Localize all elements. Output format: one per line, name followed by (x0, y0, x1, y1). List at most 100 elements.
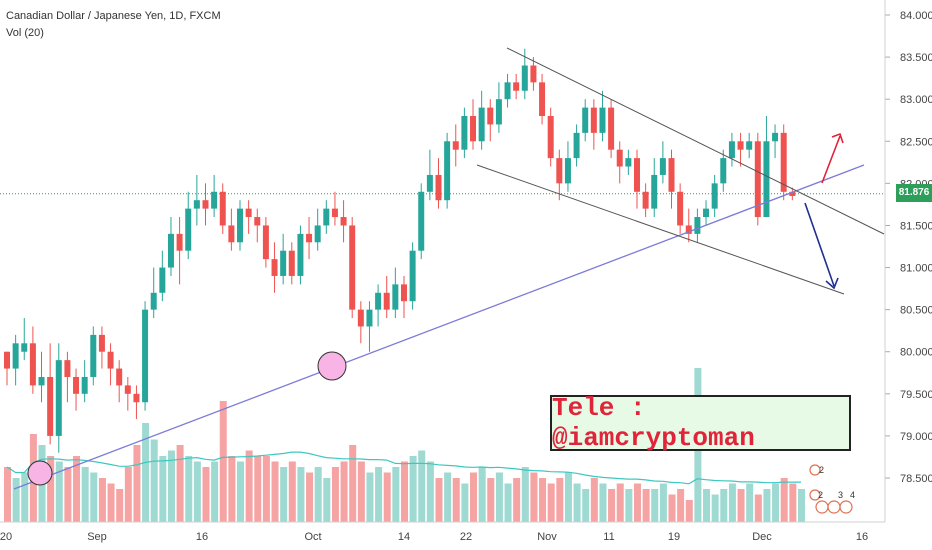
time-tick-label: Dec (752, 531, 772, 543)
price-tick-label: 84.000 (900, 10, 932, 22)
candle-body (142, 309, 149, 403)
volume-bar (323, 478, 331, 522)
volume-bar (556, 478, 564, 522)
candle-body (564, 158, 571, 184)
candle-body (444, 141, 451, 201)
candle-body (400, 284, 407, 302)
volume-bar (133, 445, 141, 522)
volume-bar (55, 461, 63, 522)
volume-bar (668, 494, 676, 522)
candle-body (504, 82, 511, 100)
candle-body (47, 376, 54, 436)
volume-bar (521, 467, 529, 522)
time-tick-label: 20 (0, 531, 12, 543)
volume-bar (703, 489, 711, 522)
candle-body (582, 107, 589, 133)
time-tick-label: 14 (398, 531, 410, 543)
candle-body (754, 141, 761, 218)
last-price-tag: 81.876 (896, 184, 932, 202)
time-axis[interactable]: 20 Sep 16 Oct 14 22 Nov 11 19 Dec 16 (0, 531, 868, 543)
candle-body (262, 225, 269, 260)
volume-bar (495, 472, 503, 522)
price-tick-label: 81.500 (900, 220, 932, 232)
price-axis[interactable]: 84.00083.50083.00082.50082.00081.50081.0… (885, 10, 932, 485)
volume-bar (418, 450, 426, 522)
candle-body (297, 233, 304, 276)
candle-body (392, 284, 399, 310)
candle-body (789, 191, 796, 196)
symbol-title[interactable]: Canadian Dollar / Japanese Yen, 1D, FXCM (6, 10, 221, 22)
price-tick-label: 83.500 (900, 52, 932, 64)
volume-bar (392, 467, 400, 522)
volume-bar (366, 472, 374, 522)
volume-bar (297, 467, 305, 522)
candle-body (608, 107, 615, 150)
volume-bar (340, 461, 348, 522)
candle-body (539, 82, 546, 117)
candle-body (185, 208, 192, 251)
candle-body (90, 334, 97, 377)
candle-body (193, 200, 200, 209)
candle-body (513, 82, 520, 91)
candle-body (271, 259, 278, 276)
volume-bar (383, 472, 391, 522)
candle-body (73, 376, 80, 394)
volume-indicator-label[interactable]: Vol (20) (6, 27, 44, 39)
candle-body (651, 174, 658, 209)
volume-bar (12, 478, 20, 522)
volume-bar (564, 472, 572, 522)
volume-moving-average (6, 451, 801, 485)
volume-bar (728, 483, 736, 522)
support-trendline (13, 164, 865, 490)
volume-bar (262, 456, 270, 522)
svg-text:4: 4 (850, 490, 855, 500)
volume-bar (711, 494, 719, 522)
volume-bar (159, 456, 167, 522)
volume-bar (81, 467, 89, 522)
candle-body (237, 208, 244, 243)
volume-bar (124, 467, 132, 522)
svg-text:2: 2 (818, 490, 823, 500)
volume-bar (47, 456, 55, 522)
volume-bar (720, 489, 728, 522)
candle-body (780, 132, 787, 192)
price-tick-label: 80.000 (900, 347, 932, 359)
volume-bar (185, 456, 193, 522)
volume-bar (202, 467, 210, 522)
price-tick-label: 83.000 (900, 94, 932, 106)
time-tick-label: 16 (856, 531, 868, 543)
channel-upper-line (506, 47, 885, 235)
volume-bar (539, 478, 547, 522)
candle-body (746, 141, 753, 150)
price-tick-label: 79.500 (900, 389, 932, 401)
time-tick-label: Sep (87, 531, 107, 543)
candle-body (55, 360, 62, 436)
volume-bar (116, 489, 124, 522)
price-tick-label: 78.500 (900, 473, 932, 485)
candle-body (245, 208, 252, 218)
candle-body (521, 65, 528, 91)
arrow-up-icon (821, 132, 844, 184)
candle-body (556, 158, 563, 184)
volume-bar (228, 456, 236, 522)
candle-body (323, 208, 330, 226)
time-tick-label: 16 (196, 531, 208, 543)
candle-body (711, 183, 718, 209)
volume-bar (573, 483, 581, 522)
volume-bar (772, 483, 780, 522)
volume-bar (375, 467, 383, 522)
candle-body (211, 191, 218, 209)
volume-bar (142, 423, 150, 522)
candle-body (720, 158, 727, 184)
volume-bar (98, 478, 106, 522)
candle-body (12, 343, 19, 369)
volume-bar (633, 483, 641, 522)
candle-body (280, 250, 287, 276)
time-tick-label: 22 (460, 531, 472, 543)
candle-body (599, 107, 606, 133)
candle-body (38, 376, 45, 386)
pattern-badges-icon[interactable]: 2 2 3 4 (809, 464, 855, 514)
volume-bar (271, 461, 279, 522)
volume-bar (685, 500, 693, 522)
time-tick-label: 19 (668, 531, 680, 543)
